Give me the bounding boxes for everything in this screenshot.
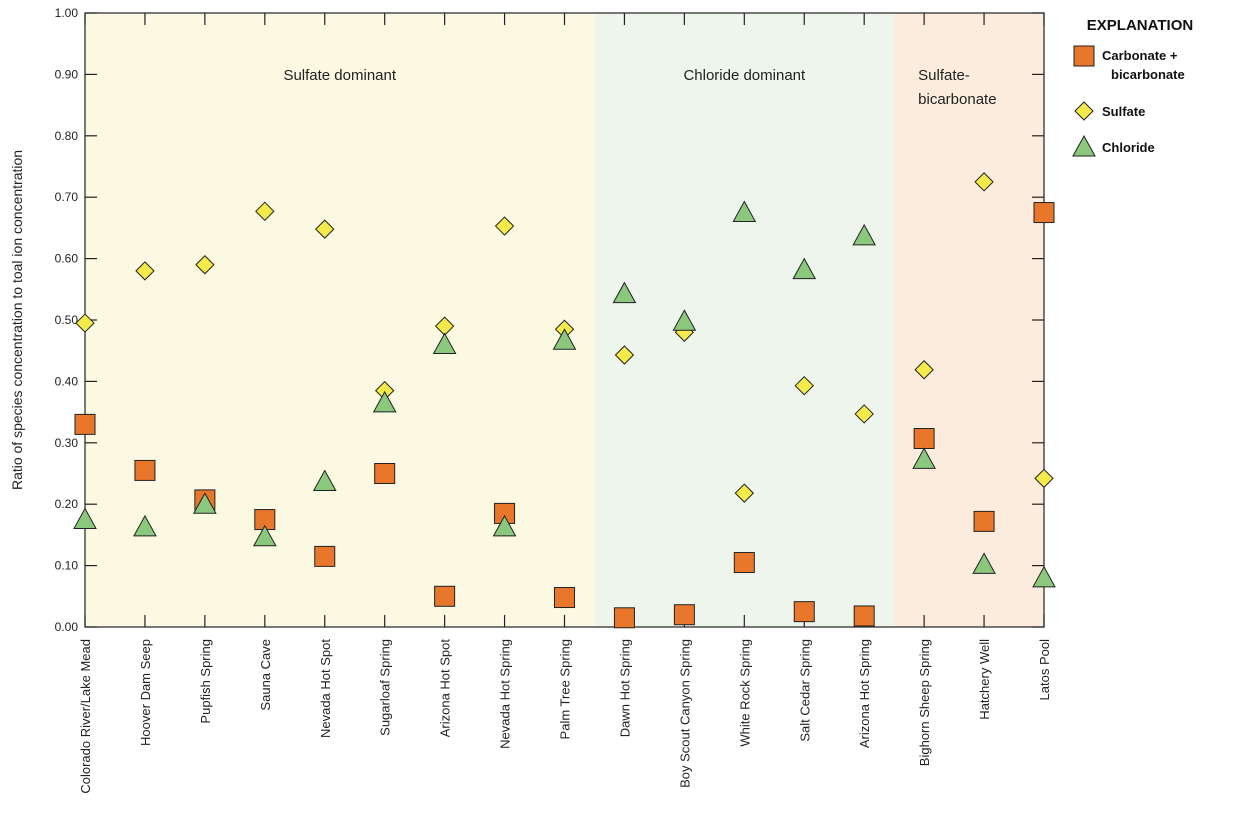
x-tick-label: Salt Cedar Spring	[797, 639, 812, 742]
legend-label: Carbonate +	[1102, 48, 1178, 63]
region-labels: Sulfate dominant Chloride dominant Sulfate…	[283, 67, 996, 108]
y-tick-label: 0.50	[55, 313, 79, 327]
square-point	[374, 463, 396, 484]
diamond-point	[974, 172, 994, 192]
diamond-point	[734, 483, 755, 503]
diamond-point	[255, 201, 275, 222]
triangle-point	[792, 257, 817, 280]
square-point	[134, 459, 156, 481]
x-tick-label: Hoover Dam Seep	[138, 639, 153, 746]
series-square	[74, 202, 1055, 629]
diamond-point	[315, 219, 335, 239]
y-axis-title: Ratio of species concentration to toal i…	[9, 150, 25, 490]
x-tick-label: Bighorn Sheep Spring	[917, 639, 932, 766]
x-tick-label: Hatchery Well	[977, 639, 992, 720]
square-point	[973, 510, 995, 532]
x-tick-label: Arizona Hot Spot	[438, 639, 453, 738]
legend-diamond-marker	[1074, 101, 1094, 121]
triangle-point	[1032, 565, 1056, 588]
region-label: bicarbonate	[918, 91, 996, 108]
y-tick-label: 0.20	[55, 497, 79, 511]
triangle-point	[252, 524, 277, 547]
triangle-point	[672, 309, 697, 331]
x-tick-label: Palm Tree Spring	[558, 639, 573, 739]
y-tick-label: 1.00	[55, 6, 79, 20]
legend-label: Sulfate	[1102, 104, 1145, 119]
triangle-point	[612, 281, 637, 304]
diamond-point	[75, 313, 95, 333]
legend: EXPLANATION Carbonate + bicarbonate Sulfate…	[1072, 17, 1193, 157]
x-tick-label: Sugarloaf Spring	[378, 639, 393, 736]
square-point	[673, 604, 695, 626]
y-tick-labels: 0.00 0.10 0.20 0.30 0.40 0.50 0.60 0.70 0.80 0.90…	[55, 6, 79, 634]
region-background	[894, 13, 1044, 627]
triangle-point	[193, 492, 217, 514]
legend-label: Chloride	[1102, 140, 1155, 155]
region-label: Chloride dominant	[683, 67, 806, 84]
triangle-point	[852, 223, 877, 246]
square-point	[554, 587, 575, 609]
diamond-point	[614, 345, 635, 365]
x-tick-label: Colorado River/Lake Mead	[78, 639, 93, 794]
y-tick-label: 0.60	[55, 252, 79, 266]
diamond-point	[794, 375, 814, 396]
square-point	[434, 585, 456, 607]
x-tick-label: Nevada Hot Spot	[318, 639, 333, 738]
square-point	[913, 428, 935, 450]
x-tick-label: Latos Pool	[1037, 639, 1052, 701]
x-tick-label: Pupfish Spring	[198, 639, 213, 724]
triangle-point	[732, 200, 757, 223]
series-diamond	[75, 172, 1054, 503]
triangle-point	[972, 552, 996, 574]
triangle-point	[912, 447, 936, 469]
x-tick-labels: Colorado River/Lake Mead Hoover Dam Seep P…	[78, 639, 1052, 794]
region-background	[594, 13, 895, 627]
x-tick-label: Nevada Hot Spring	[498, 639, 513, 749]
y-tick-label: 0.70	[55, 190, 79, 204]
y-tick-label: 0.00	[55, 620, 79, 634]
diamond-point	[914, 360, 934, 380]
legend-label: bicarbonate	[1111, 67, 1185, 82]
diamond-point	[854, 404, 874, 424]
square-point	[733, 552, 755, 574]
triangle-point	[432, 332, 457, 355]
triangle-point	[312, 469, 337, 491]
square-point	[1033, 202, 1055, 224]
triangle-point	[133, 514, 157, 537]
legend-title: EXPLANATION	[1087, 17, 1193, 34]
triangle-point	[492, 514, 517, 537]
region-label: Sulfate dominant	[283, 67, 396, 84]
x-tick-label: Dawn Hot Spring	[617, 639, 632, 737]
legend-square-marker	[1073, 45, 1095, 67]
y-tick-label: 0.40	[55, 374, 79, 388]
triangle-point	[372, 390, 397, 413]
region-label: Sulfate-	[918, 67, 970, 84]
y-tick-label: 0.90	[55, 67, 79, 81]
data-points	[73, 172, 1056, 629]
x-tick-label: Arizona Hot Spring	[857, 639, 872, 748]
x-tick-label: Boy Scout Canyon Spring	[677, 639, 692, 788]
x-tick-label: White Rock Spring	[737, 639, 752, 747]
y-tick-label: 0.80	[55, 129, 79, 143]
diamond-point	[1034, 468, 1054, 489]
diamond-point	[135, 261, 155, 281]
diamond-point	[195, 255, 215, 275]
square-point	[793, 601, 815, 623]
region-background	[85, 13, 595, 627]
y-tick-label: 0.30	[55, 436, 79, 450]
series-triangle	[73, 200, 1056, 588]
triangle-point	[73, 507, 97, 530]
region-backgrounds	[85, 13, 1044, 627]
y-tick-label: 0.10	[55, 559, 79, 573]
legend-triangle-marker	[1072, 134, 1096, 157]
x-tick-label: Sauna Cave	[258, 639, 273, 711]
square-point	[314, 545, 336, 567]
square-point	[853, 605, 875, 627]
diamond-point	[494, 216, 515, 236]
square-point	[613, 607, 635, 629]
square-point	[74, 413, 96, 435]
triangle-point	[552, 328, 577, 350]
